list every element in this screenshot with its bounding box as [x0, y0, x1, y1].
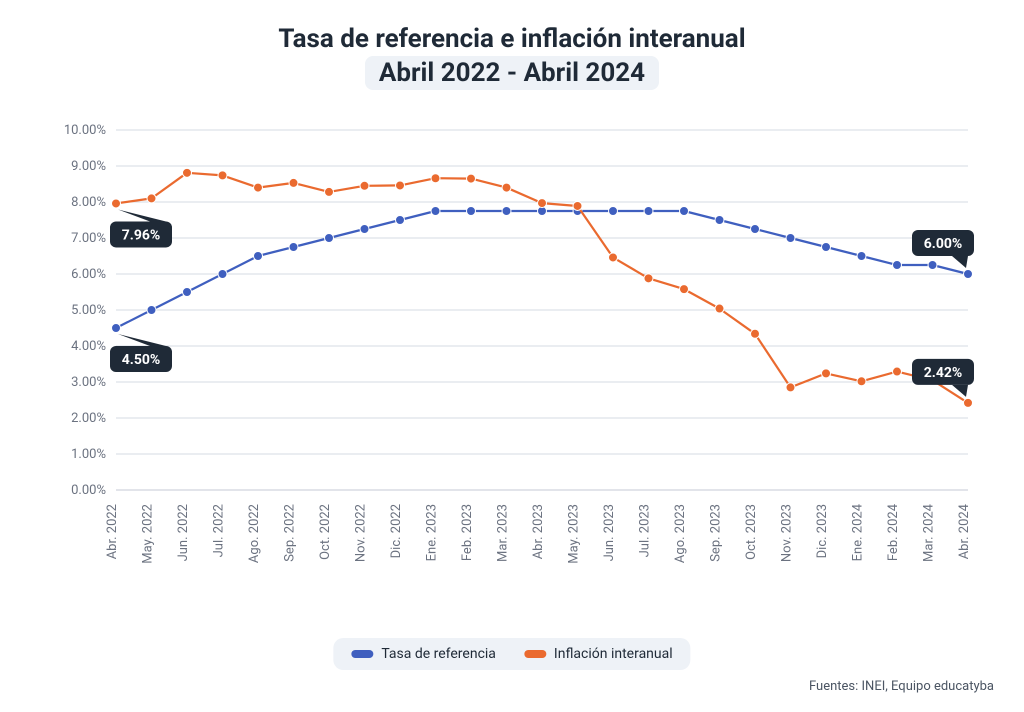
legend-swatch-tasa — [351, 650, 373, 658]
legend-label-inflacion: Inflación interanual — [554, 646, 673, 662]
legend-item-tasa: Tasa de referencia — [351, 646, 496, 662]
svg-text:Feb. 2024: Feb. 2024 — [886, 503, 901, 561]
svg-text:Feb. 2023: Feb. 2023 — [460, 504, 475, 561]
svg-text:Jul. 2022: Jul. 2022 — [212, 504, 227, 557]
svg-text:May. 2022: May. 2022 — [141, 504, 156, 564]
svg-text:8.00%: 8.00% — [71, 195, 106, 210]
chart-title-block: Tasa de referencia e inflación interanua… — [0, 0, 1024, 90]
svg-text:2.00%: 2.00% — [71, 411, 106, 426]
svg-text:Nov. 2023: Nov. 2023 — [780, 504, 795, 562]
svg-text:Mar. 2023: Mar. 2023 — [496, 504, 511, 562]
svg-text:Jun. 2023: Jun. 2023 — [602, 504, 617, 561]
svg-text:7.96%: 7.96% — [122, 227, 161, 243]
legend-label-tasa: Tasa de referencia — [381, 646, 496, 662]
chart-title-line1: Tasa de referencia e inflación interanua… — [0, 24, 1024, 54]
svg-text:Nov. 2022: Nov. 2022 — [354, 504, 369, 562]
svg-text:Mar. 2024: Mar. 2024 — [922, 503, 937, 562]
svg-text:Abr. 2022: Abr. 2022 — [105, 504, 120, 559]
chart-svg: 0.00% 1.00% 2.00% 3.00% 4.00% 5.00% 6.00% 7.00%… — [48, 120, 988, 600]
svg-text:Sep. 2022: Sep. 2022 — [283, 504, 298, 562]
svg-text:1.00%: 1.00% — [71, 447, 106, 462]
sources-text: Fuentes: INEI, Equipo educatyba — [809, 679, 994, 694]
svg-text:Jun. 2022: Jun. 2022 — [176, 504, 191, 561]
svg-text:Abr. 2024: Abr. 2024 — [957, 503, 972, 559]
svg-text:10.00%: 10.00% — [64, 123, 106, 138]
svg-text:Oct. 2022: Oct. 2022 — [318, 504, 333, 560]
svg-text:6.00%: 6.00% — [924, 236, 963, 252]
svg-text:Dic. 2023: Dic. 2023 — [815, 504, 830, 558]
svg-text:May. 2023: May. 2023 — [567, 504, 582, 564]
chart-title-line2: Abril 2022 - Abril 2024 — [365, 56, 659, 90]
svg-text:5.00%: 5.00% — [71, 303, 106, 318]
svg-text:Abr. 2023: Abr. 2023 — [531, 504, 546, 559]
svg-text:6.00%: 6.00% — [71, 267, 106, 282]
legend-swatch-inflacion — [524, 650, 546, 658]
svg-text:Ago. 2022: Ago. 2022 — [247, 504, 262, 563]
svg-text:Ago. 2023: Ago. 2023 — [673, 504, 688, 563]
svg-text:2.42%: 2.42% — [924, 365, 963, 381]
chart-legend: Tasa de referencia Inflación interanual — [333, 638, 690, 670]
svg-text:Ene. 2023: Ene. 2023 — [425, 504, 440, 561]
svg-text:Sep. 2023: Sep. 2023 — [709, 504, 724, 562]
svg-text:Jul. 2023: Jul. 2023 — [638, 504, 653, 557]
svg-text:7.00%: 7.00% — [71, 231, 106, 246]
svg-text:Ene. 2024: Ene. 2024 — [851, 503, 866, 561]
svg-text:4.00%: 4.00% — [71, 339, 106, 354]
legend-item-inflacion: Inflación interanual — [524, 646, 673, 662]
svg-text:4.50%: 4.50% — [122, 352, 161, 368]
svg-text:Oct. 2023: Oct. 2023 — [744, 504, 759, 560]
svg-text:3.00%: 3.00% — [71, 375, 106, 390]
svg-text:9.00%: 9.00% — [71, 159, 106, 174]
line-chart: 0.00% 1.00% 2.00% 3.00% 4.00% 5.00% 6.00% 7.00%… — [48, 120, 988, 600]
svg-text:0.00%: 0.00% — [71, 483, 106, 498]
svg-text:Dic. 2022: Dic. 2022 — [389, 504, 404, 558]
